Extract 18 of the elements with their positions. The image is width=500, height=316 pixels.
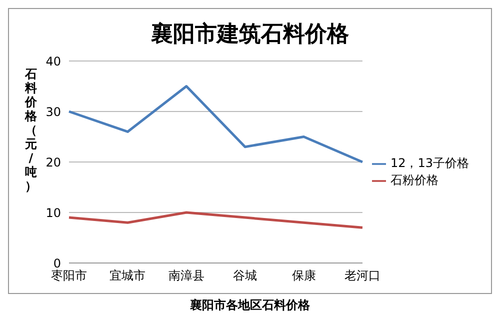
legend-label: 12，13子价格 [390,156,469,170]
line-series [68,85,364,164]
x-tick-label: 老河口 [344,268,380,283]
y-tick-label: 30 [46,104,61,119]
x-tick-label: 谷城 [233,268,258,283]
y-tick-label: 0 [53,256,61,270]
y-tick-label: 20 [46,155,61,170]
x-tick-label: 宜城市 [110,268,146,283]
x-tick-label: 保康 [292,268,316,283]
x-tick-label: 枣阳市 [51,268,87,283]
x-tick-label: 南漳县 [168,268,204,283]
y-tick-label: 10 [46,206,61,220]
y-tick-label: 40 [46,54,61,68]
line-series [68,211,364,229]
chart-title: 襄阳市建筑石料价格 [150,20,350,49]
legend-label: 石粉价格 [390,173,438,187]
text: 襄阳市各地区石料价格 [189,297,311,314]
text: 石料价格（元/吨） [25,67,37,193]
